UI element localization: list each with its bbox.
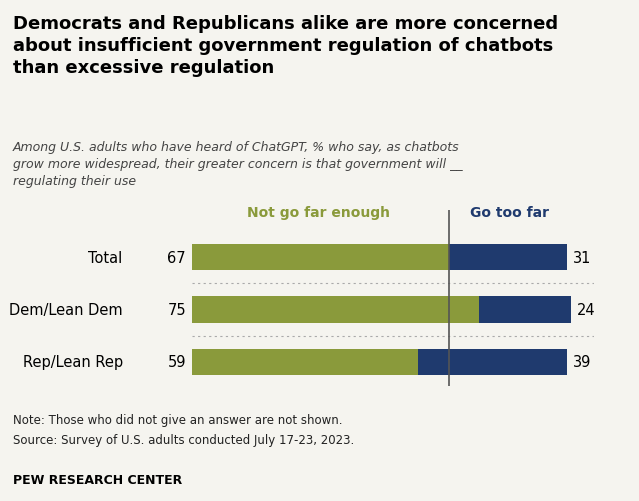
Text: 39: 39 bbox=[573, 355, 592, 370]
Text: Dem/Lean Dem: Dem/Lean Dem bbox=[9, 303, 123, 317]
Bar bbox=[192, 297, 479, 323]
Text: 31: 31 bbox=[573, 250, 592, 265]
Text: 24: 24 bbox=[577, 303, 596, 317]
Text: Not go far enough: Not go far enough bbox=[247, 206, 390, 220]
Bar bbox=[192, 349, 418, 375]
Bar bbox=[449, 244, 567, 271]
Text: Total: Total bbox=[88, 250, 123, 265]
Text: 59: 59 bbox=[167, 355, 186, 370]
Text: Among U.S. adults who have heard of ChatGPT, % who say, as chatbots
grow more wi: Among U.S. adults who have heard of Chat… bbox=[13, 140, 463, 187]
Text: 67: 67 bbox=[167, 250, 186, 265]
Text: Rep/Lean Rep: Rep/Lean Rep bbox=[22, 355, 123, 370]
Text: 75: 75 bbox=[167, 303, 186, 317]
Bar bbox=[192, 244, 449, 271]
Bar bbox=[418, 349, 567, 375]
Text: Go too far: Go too far bbox=[470, 206, 550, 220]
Text: PEW RESEARCH CENTER: PEW RESEARCH CENTER bbox=[13, 473, 182, 486]
Bar bbox=[479, 297, 571, 323]
Text: Democrats and Republicans alike are more concerned
about insufficient government: Democrats and Republicans alike are more… bbox=[13, 15, 558, 77]
Text: Source: Survey of U.S. adults conducted July 17-23, 2023.: Source: Survey of U.S. adults conducted … bbox=[13, 433, 354, 446]
Text: Note: Those who did not give an answer are not shown.: Note: Those who did not give an answer a… bbox=[13, 413, 343, 426]
